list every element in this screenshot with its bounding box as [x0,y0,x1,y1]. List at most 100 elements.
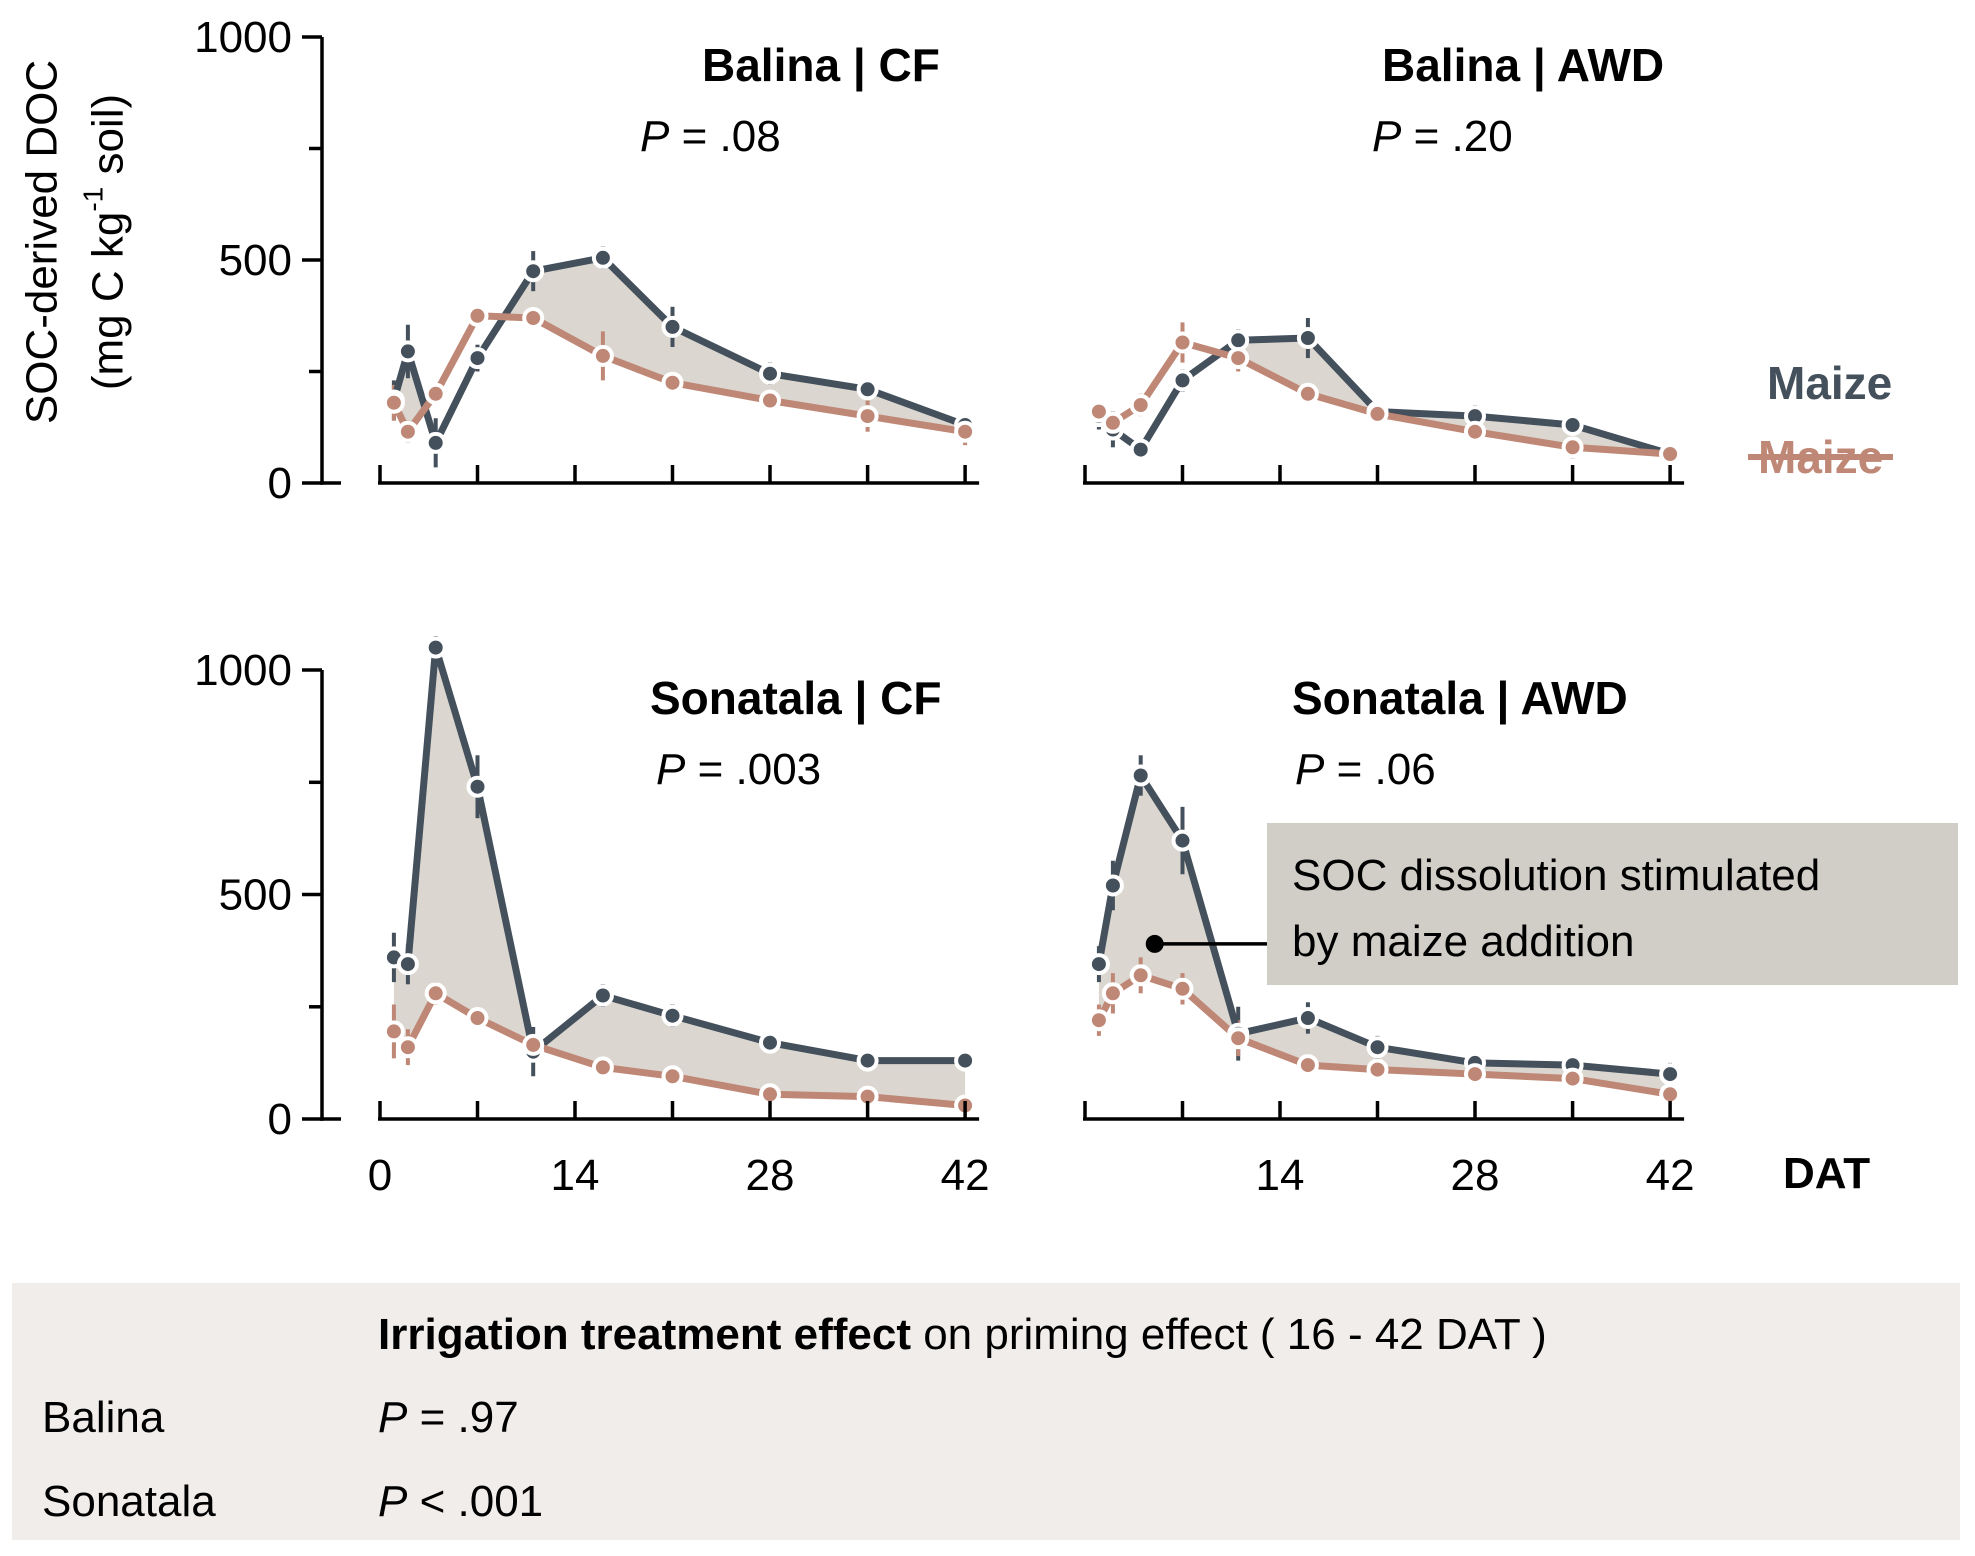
no_maize-data-point [522,307,545,329]
y-axis-title-line1: SOC-derived DOC [17,59,67,425]
panel-title-balina-cf: Balina | CF [702,39,940,91]
priming-shade [504,257,966,432]
x-axis [378,1101,980,1121]
no_maize-data-point [1296,382,1319,405]
y-tick-label: 0 [268,1095,292,1144]
summary-p-sonatala: P < .001 [378,1477,544,1526]
summary-box [12,1283,1960,1540]
no_maize-data-point [466,304,489,327]
annotation-line1: SOC dissolution stimulated [1292,851,1821,900]
maize-data-point [1101,874,1124,897]
no_maize-line [390,312,966,436]
maize-data-point [759,1031,781,1054]
legend-maize: Maize [1767,357,1893,409]
maize-data-point [1366,1036,1389,1059]
p-value-balina-cf: P = .08 [640,112,781,161]
maize-data-point [396,340,419,363]
no_maize-data-point [1464,420,1486,443]
panel-sonatala-cf: 0 500 1000 0 14 28 42 [194,636,990,1200]
maize-data-point [424,636,447,659]
maize-data-point [759,362,781,385]
no_maize-data-point [396,420,419,443]
x-tick-label: 14 [551,1151,600,1200]
maize-data-point [591,246,614,269]
priming-shade [540,995,966,1106]
annotation-leader [1145,934,1267,953]
maize-data-point [954,1049,977,1072]
y-axis [302,35,341,485]
maize-data-point [1296,1007,1319,1029]
annotation-box: SOC dissolution stimulated by maize addi… [1267,823,1958,985]
maize-data-point [1171,829,1194,852]
no_maize-data-point [382,1020,405,1043]
no_maize-line [1096,339,1671,458]
y-tick-label: 1000 [194,13,292,62]
x-axis [1083,1101,1685,1121]
y-tick-label: 1000 [194,646,292,695]
no_maize-data-point [382,391,405,414]
y-axis-title-line2: (mg C kg-1 soil) [77,93,133,391]
summary-site-balina: Balina [42,1393,165,1442]
superscript-minus-one: -1 [77,186,109,212]
x-tick-label: 14 [1256,1151,1305,1200]
x-axis [378,465,980,485]
no_maize-data-point [1366,1058,1389,1081]
annotation-dot [1145,934,1164,953]
summary-site-sonatala: Sonatala [42,1477,216,1526]
summary-p-balina: P = .97 [378,1393,519,1442]
p-value-sonatala-cf: P = .003 [656,745,822,794]
legend-no-maize: Maize [1747,434,1894,480]
y-axis-title: SOC-derived DOC (mg C kg-1 soil) [15,60,136,424]
maize-data-point [424,431,447,454]
maize-data-point [1087,953,1110,976]
maize-data-point [466,347,489,370]
summary-heading: Irrigation treatment effect on priming e… [378,1313,1547,1357]
no_maize-data-point [1561,1067,1584,1090]
panel-title-sonatala-cf: Sonatala | CF [650,672,942,724]
no_maize-data-point [1087,400,1110,423]
no_maize-data-point [1129,394,1152,416]
no_maize-data-point [1561,436,1584,459]
no_maize-data-point [424,382,447,405]
x-tick-label: 42 [1646,1151,1695,1200]
no_maize-line [391,989,966,1109]
no_maize-data-point [1659,1083,1682,1106]
y-tick-label: 500 [219,871,292,920]
summary-heading-rest: on priming effect ( 16 - 42 DAT ) [910,1310,1547,1359]
maize-data-point [1171,369,1194,392]
panel-sonatala-awd: 14 28 42 [1083,755,1695,1200]
no_maize-data-point [1171,977,1194,1000]
no_maize-data-point [1171,331,1194,354]
maize-data-point [591,984,614,1007]
panel-balina-awd [1083,318,1685,485]
y-tick-label: 0 [268,459,292,508]
maize-data-point [856,1049,879,1072]
no_maize-data-point [1464,1063,1486,1086]
no_maize-data-point [1227,1027,1250,1050]
no_maize-data-point [954,420,977,443]
no_maize-data-point [1659,443,1682,465]
y-axis [302,668,341,1121]
x-tick-label: 42 [941,1151,990,1200]
maize-data-point [661,315,684,338]
y-tick-label: 500 [219,236,292,285]
maize-data-point [1129,764,1152,787]
no_maize-data-point [396,1036,419,1059]
priming-shade [1098,776,1671,1095]
no_maize-data-point [1366,402,1389,425]
x-tick-label: 28 [746,1151,795,1200]
no_maize-data-point [522,1033,545,1056]
no_maize-data-point [1101,982,1124,1005]
maize-data-point [1659,1063,1682,1086]
maize-line [1095,772,1671,1078]
no_maize-data-point [661,1065,684,1088]
maize-line [1096,334,1672,458]
no_maize-data-point [591,1056,614,1079]
no_maize-data-point [1129,964,1152,987]
no_maize-data-point [1227,347,1250,370]
no_maize-data-point [759,389,781,412]
p-value-sonatala-awd: P = .06 [1295,745,1436,794]
panel-balina-cf: 0 500 1000 [194,13,980,508]
maize-data-point [522,260,545,283]
p-value-balina-awd: P = .20 [1372,112,1513,161]
